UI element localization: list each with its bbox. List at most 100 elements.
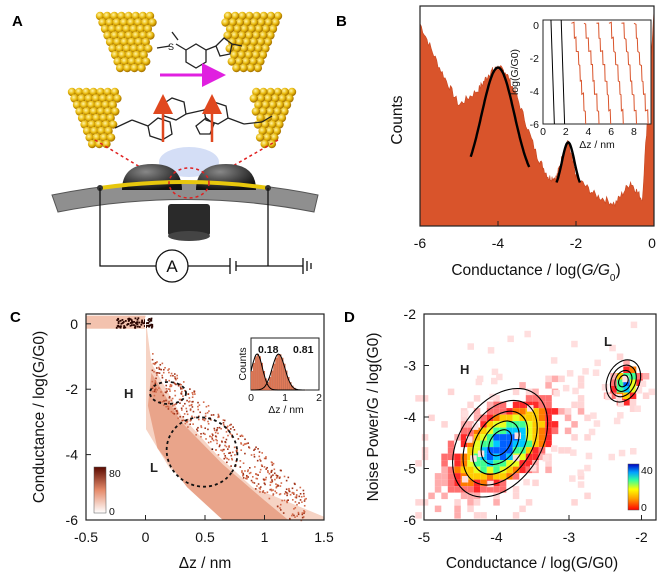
noise-map-cell [524,330,531,338]
panel-d-colorbar-max: 40 [641,465,653,477]
noise-map-cell [499,440,507,448]
heat-pixel [265,456,267,458]
heat-pixel [275,486,278,489]
noise-map-cell [623,366,630,373]
panel-c-inset-ylabel: Counts [237,347,249,380]
contour-h [452,387,549,498]
heat-pixel [270,488,273,491]
noise-map-cell [616,373,624,380]
noise-map-cell [506,473,513,480]
heat-pixel [162,394,165,397]
noise-map-cell [532,434,539,441]
heat-pixel [197,408,200,411]
heat-pixel [152,390,154,393]
noise-map-cell [506,414,513,422]
heat-pixel [155,367,158,369]
noise-map-cell [532,479,539,487]
noise-map-cell [616,353,624,360]
heat-pixel [118,325,120,328]
panel-b-xlabel: Conductance / log(G/G0) [451,262,620,284]
gold-electrode-top-right [221,11,283,73]
panel-c-colorbar-min: 0 [109,506,115,518]
heat-pixel [203,419,206,422]
noise-map-cell [480,434,487,441]
noise-map-cell [610,373,617,380]
noise-map-cell [532,408,539,415]
noise-map-cell [593,420,601,427]
heat-pixel [165,399,167,402]
heat-pixel [185,407,188,410]
panel-c-colorbar-max: 80 [109,468,121,480]
heat-pixel [136,323,139,326]
heat-pixel [236,449,238,451]
noise-map-cell [571,421,578,428]
noise-map-cell [545,421,552,428]
heat-pixel [196,430,199,432]
panel-b-inset-xlabel: Δz / nm [579,139,615,151]
heat-pixel [279,485,282,487]
heat-pixel [296,515,298,517]
heat-pixel [167,388,170,390]
heat-pixel [241,470,243,472]
heat-pixel [283,493,286,495]
noise-map-cell [519,460,526,467]
heat-pixel [204,417,207,420]
noise-map-cell [473,486,481,493]
noise-map-cell [460,479,468,487]
noise-map-cell [415,460,422,467]
noise-map-cell [538,434,546,441]
heat-pixel [127,323,130,325]
heat-pixel [163,400,165,402]
inset-trace-orange [621,22,637,125]
heat-pixel [180,388,182,390]
noise-map-cell [648,388,655,396]
heat-pixel [207,441,210,444]
heat-pixel [185,410,188,413]
heat-pixel [177,417,179,420]
heat-pixel [264,478,267,481]
inset-trace-orange [633,22,649,125]
panel-a: A S [12,11,319,283]
noise-map-cell [486,486,494,493]
panel-c-xtick-label: 1.5 [314,529,334,545]
noise-map-cell [584,492,591,500]
region-l-label: L [150,460,158,475]
noise-map-cell [525,453,533,461]
heat-pixel [124,320,127,322]
noise-map-cell [493,466,500,474]
noise-map-cell [512,408,520,415]
heat-pixel [151,369,154,372]
heat-pixel [248,447,251,449]
inset-trace-black [560,19,566,125]
noise-map-cell [532,401,539,409]
noise-map-cell [545,375,552,383]
heat-pixel [286,494,288,497]
heat-pixel [173,403,176,406]
noise-map-cell [525,466,533,474]
panel-d-xtick-label: -2 [635,529,648,545]
heat-pixel [263,482,266,485]
noise-map-cell [538,421,546,428]
heat-pixel [248,467,251,469]
noise-map-cell [441,492,448,500]
noise-map-cell [610,392,617,399]
heat-pixel [226,461,228,464]
heat-pixel [123,326,125,329]
heat-pixel [285,479,288,482]
panel-c-inset-peak2: 0.81 [293,344,314,356]
noise-map-cell [512,460,520,467]
heat-pixel [301,513,304,516]
heat-pixel [131,324,133,327]
noise-map-cell [472,423,479,430]
heat-pixel [210,414,213,416]
heat-pixel [200,435,202,438]
heat-pixel [222,424,225,426]
heat-pixel [175,383,177,386]
noise-map-cell [447,447,455,454]
heat-pixel [253,449,255,452]
noise-map-cell [630,448,637,455]
heat-pixel [272,494,275,496]
heat-pixel [223,452,226,455]
noise-map-cell [460,492,468,500]
noise-map-cell [493,447,500,454]
